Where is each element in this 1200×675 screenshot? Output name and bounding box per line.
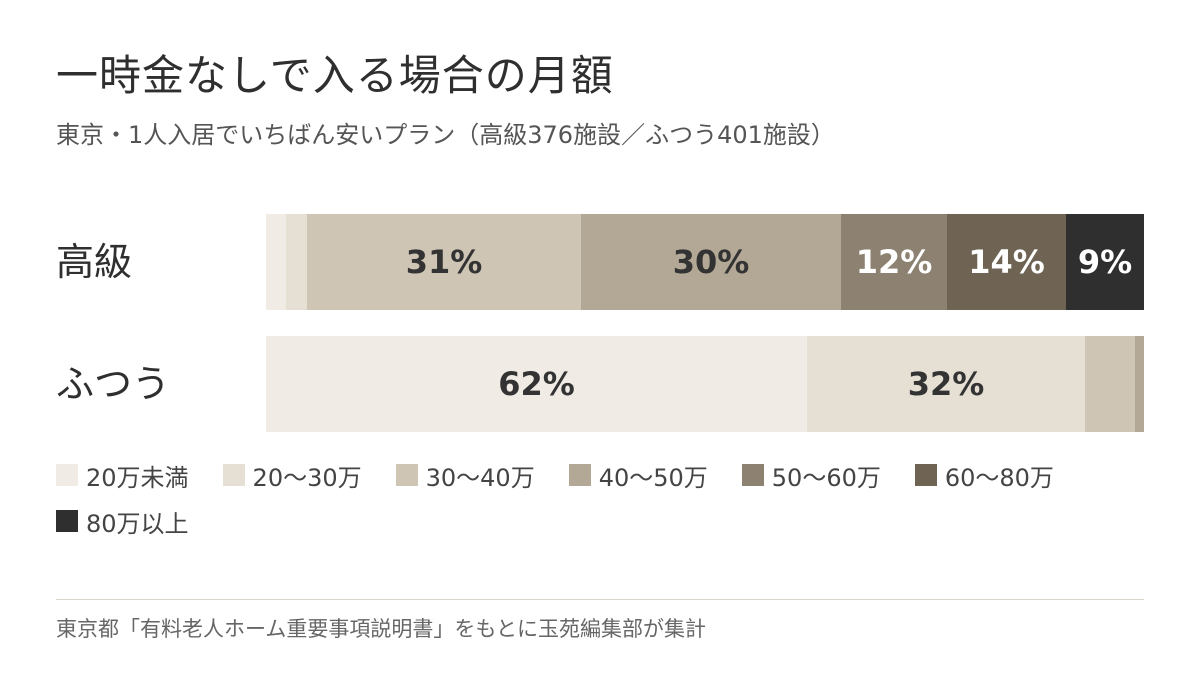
bar-segment-0-4: 12% (841, 214, 947, 310)
legend-label: 80万以上 (86, 509, 189, 538)
legend-item-0: 20万未満 (56, 460, 189, 492)
row-label-0: 高級 (56, 240, 133, 284)
bar-segment-0-5: 14% (947, 214, 1066, 310)
legend-swatch (741, 464, 764, 486)
legend-label: 60〜80万 (944, 463, 1054, 492)
bar-segment-0-0 (266, 214, 286, 310)
legend-swatch (56, 464, 78, 486)
legend-label: 20〜30万 (252, 463, 362, 492)
row-label-1: ふつう (56, 362, 171, 406)
legend-label: 40〜50万 (598, 463, 708, 492)
divider (56, 599, 1144, 600)
data-label: 14% (968, 243, 1045, 281)
chart-subtitle: 東京・1人入居でいちばん安いプラン（高級376施設／ふつう401施設） (56, 121, 835, 149)
legend-label: 50〜60万 (771, 463, 881, 492)
bar-segment-1-2 (1085, 336, 1135, 432)
bar-0: 31% 30% 12% 14% 9% (266, 214, 1144, 310)
bar-segment-0-1 (286, 214, 307, 310)
legend-swatch (568, 464, 591, 486)
legend-swatch (914, 464, 937, 486)
data-label: 31% (405, 243, 483, 281)
legend-item-2: 30〜40万 (395, 460, 535, 492)
bar-segment-1-1: 32% (807, 336, 1085, 432)
legend-label: 20万未満 (86, 463, 189, 492)
bar-segment-0-6: 9% (1066, 214, 1144, 310)
legend-swatch (395, 464, 418, 486)
data-label: 9% (1077, 243, 1133, 281)
bar-segment-0-3: 30% (581, 214, 841, 310)
legend-item-3: 40〜50万 (568, 460, 708, 492)
bar-1: 62% 32% (266, 336, 1144, 432)
legend-swatch (222, 464, 245, 486)
data-label: 30% (672, 243, 750, 281)
data-label: 62% (498, 365, 575, 403)
legend-label: 30〜40万 (425, 463, 535, 492)
bar-segment-0-2: 31% (307, 214, 581, 310)
bar-segment-1-0: 62% (266, 336, 807, 432)
legend-item-1: 20〜30万 (222, 460, 362, 492)
legend-item-5: 60〜80万 (914, 460, 1054, 492)
bar-segment-1-3 (1135, 336, 1144, 432)
chart-legend: 20万未満 20〜30万 30〜40万 40〜50万 50〜60万 60〜80万 80万以上 (56, 460, 1146, 538)
chart-title: 一時金なしで入る場合の月額 (56, 51, 614, 100)
source-note: 東京都「有料老人ホーム重要事項説明書」をもとに玉苑編集部が集計 (56, 617, 706, 641)
data-label: 32% (907, 365, 985, 403)
data-label: 12% (855, 243, 933, 281)
legend-item-4: 50〜60万 (741, 460, 881, 492)
legend-item-6: 80万以上 (56, 506, 189, 538)
legend-swatch (56, 510, 78, 532)
